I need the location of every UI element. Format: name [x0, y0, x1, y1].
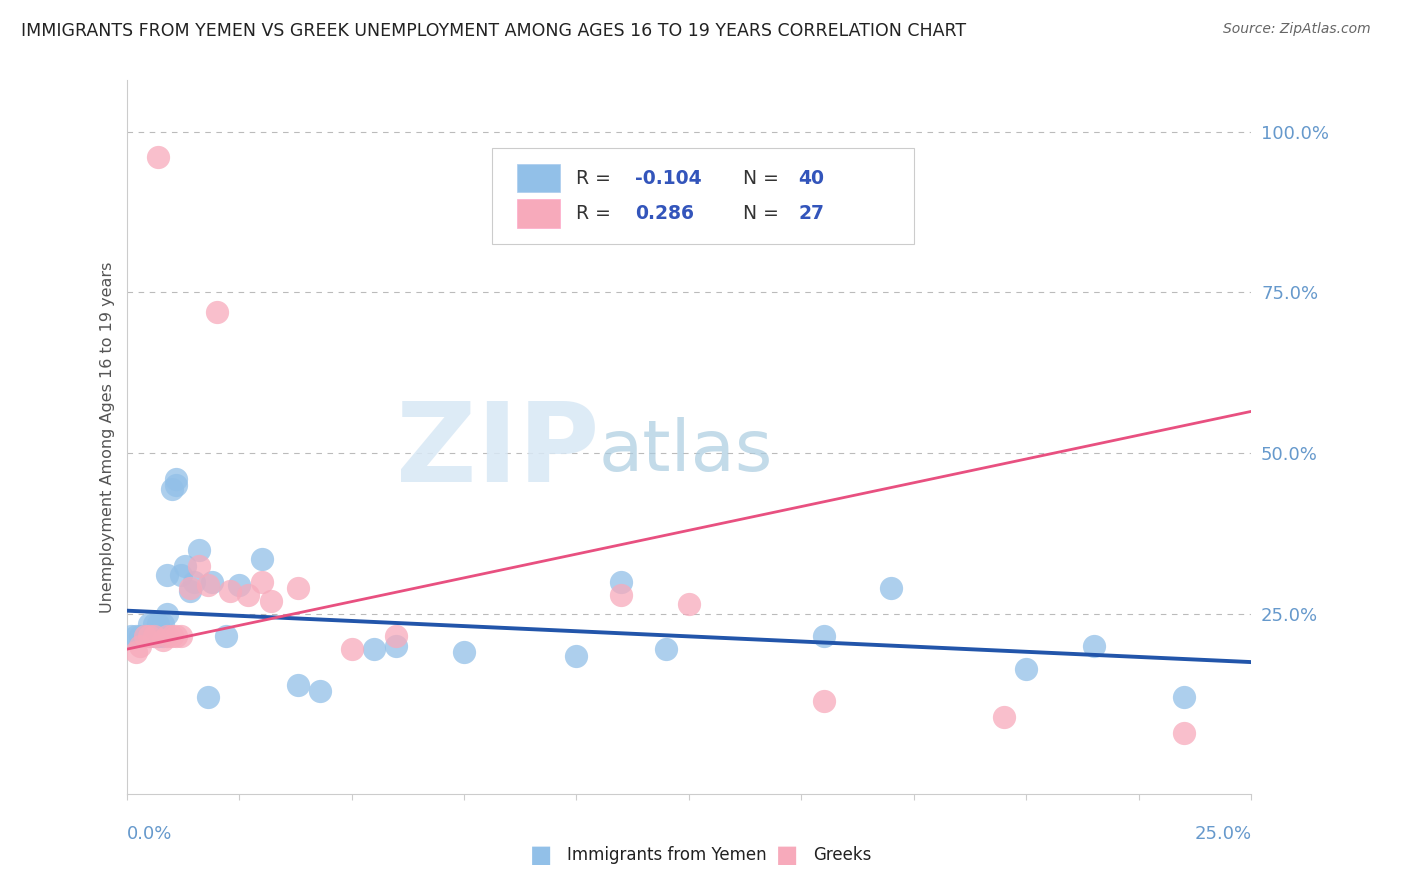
- Point: [146, 629, 169, 643]
- Point: [363, 642, 385, 657]
- Text: ■: ■: [530, 843, 553, 866]
- Point: [287, 581, 309, 595]
- Point: [813, 693, 835, 707]
- Text: -0.104: -0.104: [636, 169, 702, 187]
- Text: 27: 27: [799, 204, 824, 223]
- Point: [250, 574, 273, 589]
- Point: [1015, 661, 1038, 675]
- Text: 25.0%: 25.0%: [1194, 825, 1251, 843]
- Point: [120, 629, 142, 643]
- Text: ZIP: ZIP: [395, 398, 599, 505]
- Text: atlas: atlas: [599, 417, 773, 486]
- Point: [156, 629, 179, 643]
- Point: [205, 304, 228, 318]
- Point: [214, 629, 236, 643]
- Point: [165, 472, 187, 486]
- Point: [156, 607, 179, 621]
- Text: Greeks: Greeks: [813, 846, 872, 863]
- Point: [129, 639, 152, 653]
- Point: [179, 584, 201, 599]
- Point: [385, 629, 408, 643]
- Point: [340, 642, 363, 657]
- Point: [169, 568, 191, 582]
- FancyBboxPatch shape: [492, 148, 914, 244]
- Point: [174, 558, 197, 573]
- Point: [453, 645, 475, 659]
- Point: [197, 690, 219, 705]
- Text: 0.286: 0.286: [636, 204, 695, 223]
- Point: [165, 478, 187, 492]
- Point: [183, 574, 205, 589]
- Text: Immigrants from Yemen: Immigrants from Yemen: [567, 846, 766, 863]
- Point: [993, 710, 1015, 724]
- Text: ■: ■: [776, 843, 799, 866]
- Point: [610, 588, 633, 602]
- Point: [610, 574, 633, 589]
- Text: IMMIGRANTS FROM YEMEN VS GREEK UNEMPLOYMENT AMONG AGES 16 TO 19 YEARS CORRELATIO: IMMIGRANTS FROM YEMEN VS GREEK UNEMPLOYM…: [21, 22, 966, 40]
- Point: [142, 616, 165, 631]
- Point: [165, 629, 187, 643]
- Point: [152, 616, 174, 631]
- Point: [236, 588, 259, 602]
- Point: [138, 616, 160, 631]
- Point: [179, 581, 201, 595]
- Point: [655, 642, 678, 657]
- Point: [309, 684, 332, 698]
- Point: [219, 584, 242, 599]
- Text: R =: R =: [576, 204, 623, 223]
- Point: [287, 677, 309, 691]
- Point: [160, 482, 183, 496]
- Text: N =: N =: [742, 204, 785, 223]
- Text: Source: ZipAtlas.com: Source: ZipAtlas.com: [1223, 22, 1371, 37]
- Point: [160, 629, 183, 643]
- Point: [187, 542, 209, 557]
- Point: [134, 629, 156, 643]
- Point: [156, 568, 179, 582]
- Point: [124, 645, 146, 659]
- Point: [250, 552, 273, 566]
- Point: [129, 629, 152, 643]
- FancyBboxPatch shape: [517, 200, 560, 228]
- Point: [124, 629, 146, 643]
- Point: [138, 629, 160, 643]
- Point: [142, 629, 165, 643]
- Point: [134, 629, 156, 643]
- Point: [152, 632, 174, 647]
- Point: [1083, 639, 1105, 653]
- Y-axis label: Unemployment Among Ages 16 to 19 years: Unemployment Among Ages 16 to 19 years: [100, 261, 115, 613]
- Point: [259, 594, 281, 608]
- Text: R =: R =: [576, 169, 617, 187]
- Point: [228, 578, 250, 592]
- Point: [880, 581, 903, 595]
- Point: [201, 574, 224, 589]
- Point: [142, 629, 165, 643]
- Point: [385, 639, 408, 653]
- Text: N =: N =: [742, 169, 785, 187]
- Point: [146, 150, 169, 164]
- Point: [1173, 726, 1195, 740]
- Text: 0.0%: 0.0%: [127, 825, 172, 843]
- Point: [187, 558, 209, 573]
- Point: [197, 578, 219, 592]
- Point: [152, 629, 174, 643]
- Point: [813, 629, 835, 643]
- Text: 40: 40: [799, 169, 824, 187]
- Point: [146, 616, 169, 631]
- Point: [138, 629, 160, 643]
- FancyBboxPatch shape: [517, 164, 560, 193]
- Point: [565, 648, 588, 663]
- Point: [678, 597, 700, 611]
- Point: [169, 629, 191, 643]
- Point: [1173, 690, 1195, 705]
